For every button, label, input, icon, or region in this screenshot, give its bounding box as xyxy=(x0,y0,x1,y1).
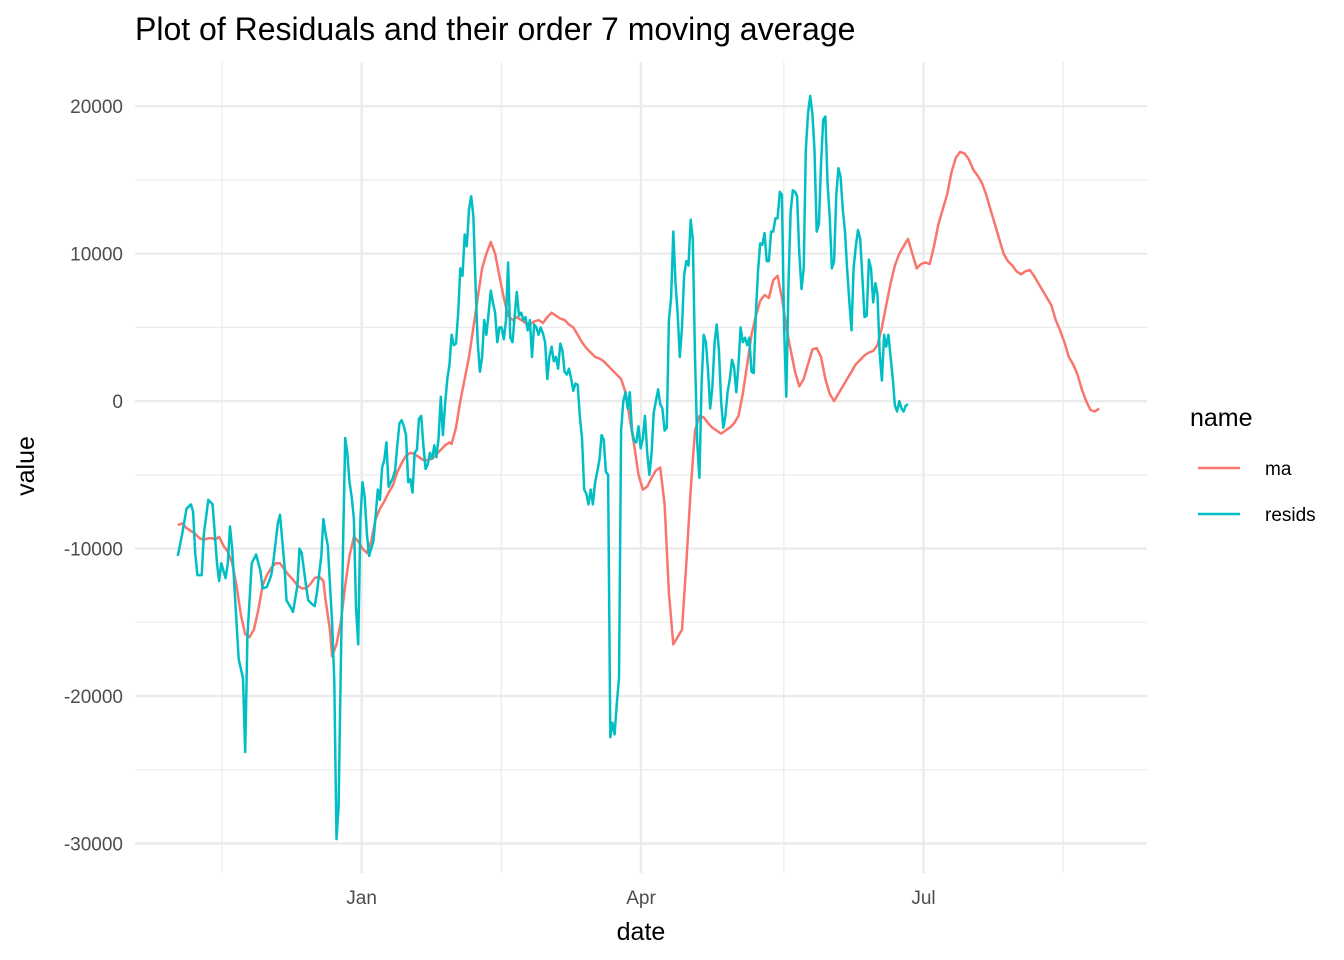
y-tick-label: -20000 xyxy=(64,687,123,708)
y-tick-labels: -30000 -20000 -10000 0 10000 20000 xyxy=(64,97,123,855)
y-tick-label: 10000 xyxy=(70,245,123,266)
x-tick-label: Jul xyxy=(911,888,935,909)
series-line-ma xyxy=(177,150,1100,658)
x-tick-label: Apr xyxy=(626,888,656,909)
legend-label-ma: ma xyxy=(1265,459,1292,480)
x-tick-labels: Jan Apr Jul xyxy=(346,888,935,909)
legend: name ma resids xyxy=(1190,404,1316,526)
x-tick-label: Jan xyxy=(346,888,377,909)
y-tick-label: 0 xyxy=(112,392,123,413)
y-tick-label: -30000 xyxy=(64,835,123,856)
legend-title: name xyxy=(1190,404,1253,432)
chart-title: Plot of Residuals and their order 7 movi… xyxy=(135,11,855,47)
series-line-resids xyxy=(176,94,909,841)
y-tick-label: 20000 xyxy=(70,97,123,118)
major-gridlines xyxy=(135,62,1147,873)
series-lines xyxy=(176,94,1100,841)
legend-label-resids: resids xyxy=(1265,505,1316,526)
y-tick-label: -10000 xyxy=(64,540,123,561)
y-axis-label: value xyxy=(12,436,40,496)
x-axis-label: date xyxy=(617,918,666,946)
